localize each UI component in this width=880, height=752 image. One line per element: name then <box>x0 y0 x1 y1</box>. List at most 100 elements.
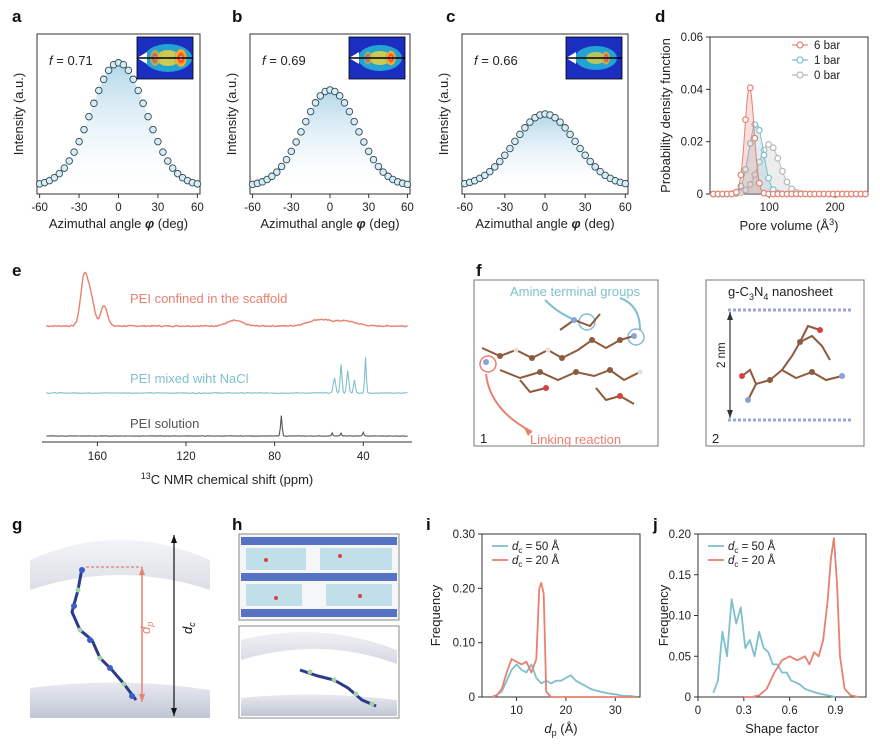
data-point <box>526 118 534 126</box>
pdf-point <box>765 174 772 182</box>
linking-reaction-label: Linking reaction <box>530 432 621 447</box>
data-point <box>311 99 320 107</box>
data-point <box>591 163 599 171</box>
legend-label: 6 bar <box>814 40 840 52</box>
nmr-spectrum <box>46 271 408 328</box>
pdf-point <box>783 178 791 186</box>
data-point <box>496 157 504 166</box>
spectrum-label: PEI confined in the scaffold <box>130 291 287 306</box>
data-point <box>173 169 182 178</box>
x-axis-label-unit: (deg) <box>366 216 400 231</box>
data-point <box>168 164 177 172</box>
dp-label: dp <box>138 622 155 634</box>
x-axis-label-unit: (Å) <box>557 721 578 736</box>
x-tick-label: 120 <box>176 451 195 463</box>
x-axis-label-main: Azimuthal angle <box>475 216 571 231</box>
x-axis-label-sup: 13 <box>141 471 151 481</box>
pdf-line-6-bar <box>713 87 868 195</box>
x-axis-label: Azimuthal angle φ (deg) <box>49 216 188 231</box>
x-axis-label-symbol: φ <box>357 216 366 231</box>
x-tick-label: 0 <box>695 705 701 717</box>
legend-sub: c <box>734 560 738 569</box>
x-axis-label-main: C NMR chemical shift (ppm) <box>151 472 314 487</box>
pdf-point <box>742 116 749 124</box>
y-tick-label: 0 <box>685 692 691 704</box>
legend-label: dc = 50 Å <box>512 540 559 555</box>
panel-letter-f: f <box>476 261 482 280</box>
legend-marker <box>796 71 804 79</box>
peak-fill <box>464 114 626 186</box>
pdf-point <box>756 179 763 187</box>
data-point <box>60 164 69 172</box>
data-point <box>129 75 138 84</box>
chart-e: 160 120 80 40 PEI confined in the scaffold PE… <box>42 271 412 487</box>
y-tick-label: 0.15 <box>669 570 691 582</box>
order-parameter-symbol: f <box>474 53 479 68</box>
nmr-spectrum <box>46 357 408 395</box>
legend-marker <box>796 56 804 64</box>
x-tick-label: 0 <box>542 202 548 214</box>
x-axis-label-symbol: d <box>544 721 552 736</box>
panel-letter-a: a <box>12 7 22 26</box>
chart-j: 0 0.3 0.6 0.9 0 0.05 0.10 0.15 0.20 dc = 50 Ådc =… <box>656 529 867 736</box>
data-point <box>154 137 162 146</box>
y-tick-label: 0.30 <box>453 529 475 541</box>
data-point <box>124 66 133 75</box>
chart-d: 100 200 0 0.02 0.04 0.06 6 bar 1 bar 0 bar Pore v… <box>658 32 869 233</box>
x-tick-label: -60 <box>456 202 473 214</box>
panel-letter-g: g <box>12 515 22 534</box>
x-tick-label: 0 <box>327 202 333 214</box>
y-tick-label: 0.20 <box>453 583 475 595</box>
data-point <box>268 172 276 181</box>
data-point <box>65 157 73 165</box>
data-point <box>306 107 315 116</box>
pdf-point <box>746 84 754 92</box>
x-tick-label: -60 <box>31 202 48 214</box>
x-tick-label: 0 <box>115 202 121 214</box>
data-point <box>193 180 202 188</box>
panel-letter-c: c <box>446 7 455 26</box>
pdf-point <box>742 186 749 194</box>
y-tick-label: 0.10 <box>669 611 691 623</box>
pdf-fill-1-bar <box>710 123 868 194</box>
data-point <box>70 148 78 156</box>
data-point <box>581 151 589 159</box>
legend-symbol: d <box>728 555 735 567</box>
x-tick-label: 10 <box>510 705 523 717</box>
data-point <box>511 137 519 146</box>
legend-sub: c <box>734 546 738 555</box>
data-point <box>164 157 172 165</box>
data-point <box>99 75 108 84</box>
data-point <box>277 162 286 171</box>
y-tick-label: 0.20 <box>669 529 691 541</box>
frequency-line <box>491 582 636 698</box>
frequency-line <box>743 537 859 698</box>
pdf-fill-6-bar <box>710 87 868 194</box>
x-tick-label: 60 <box>619 202 632 214</box>
pdf-point <box>742 166 749 173</box>
legend-sub: c <box>518 546 522 555</box>
data-point <box>481 171 489 180</box>
chart-a: -60 -30 0 30 60 f = 0.71 Azimuthal angle φ (de… <box>11 33 204 231</box>
data-point <box>139 99 147 108</box>
x-axis-label: Shape factor <box>745 721 819 736</box>
data-point <box>55 169 64 178</box>
x-tick-label: 30 <box>152 202 165 214</box>
chart-b: -60 -30 0 30 60 f = 0.69 Azimuthal angle φ (de… <box>224 33 414 231</box>
data-point <box>144 112 152 121</box>
diffraction-inset-a <box>136 36 194 80</box>
legend-value: = 20 Å <box>522 554 559 567</box>
pdf-point <box>751 134 759 142</box>
data-point <box>149 125 157 134</box>
order-parameter-value: = 0.66 <box>478 53 518 68</box>
y-axis-label: Frequency <box>428 584 443 646</box>
data-point <box>516 130 524 139</box>
frequency-line <box>491 663 636 698</box>
data-point <box>85 112 93 121</box>
y-axis-label: Intensity (a.u.) <box>11 73 26 155</box>
x-axis-label-main: Azimuthal angle <box>260 216 356 231</box>
x-axis-label-symbol: φ <box>145 216 154 231</box>
x-tick-label: 0.9 <box>827 705 843 717</box>
data-point <box>340 99 349 107</box>
pdf-point <box>765 140 772 148</box>
